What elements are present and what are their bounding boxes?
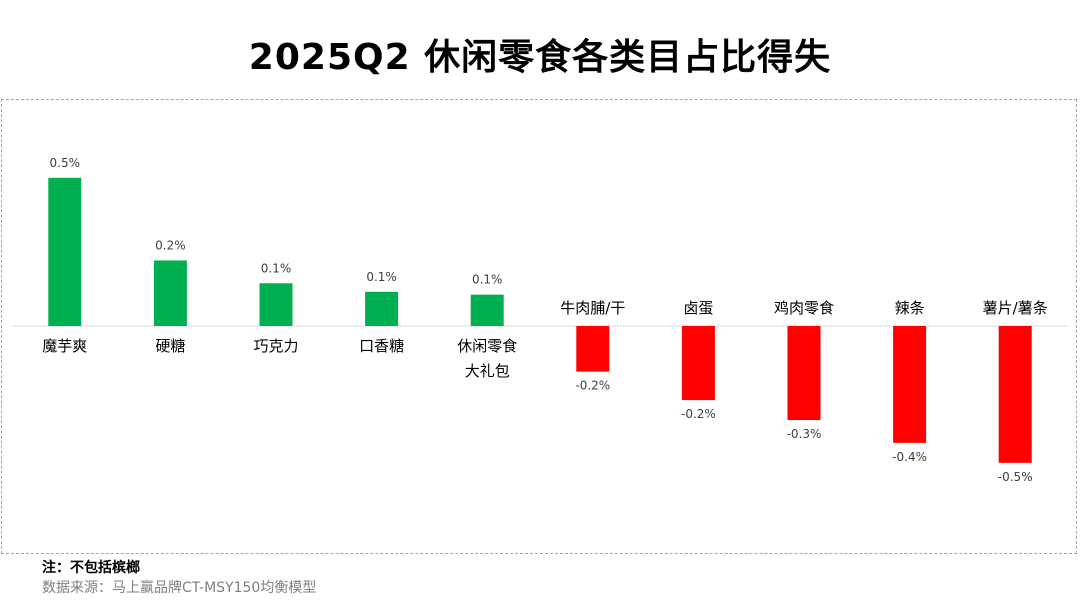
category-label: 牛肉脯/干: [560, 299, 625, 317]
bar: [681, 326, 715, 401]
category-label: 鸡肉零食: [774, 299, 834, 317]
bar: [787, 326, 821, 421]
category-label: 口香糖: [359, 337, 404, 355]
bar: [576, 326, 610, 372]
bar: [153, 260, 187, 326]
bar: [48, 177, 82, 326]
category-label: 大礼包: [465, 362, 510, 380]
data-label: 0.1%: [366, 270, 397, 284]
data-label: 0.1%: [472, 273, 503, 287]
chart-frame: [1, 99, 1077, 554]
category-label: 辣条: [895, 299, 925, 317]
data-label: 0.1%: [261, 261, 292, 275]
footnote: 注：不包括槟榔: [42, 560, 140, 576]
bar: [893, 326, 927, 443]
data-label: -0.2%: [681, 407, 716, 421]
category-label: 硬糖: [155, 337, 185, 355]
category-label: 巧克力: [253, 337, 298, 355]
chart-title: 2025Q2 休闲零食各类目占比得失: [248, 37, 832, 78]
data-label: -0.2%: [575, 379, 610, 393]
data-label: -0.3%: [787, 427, 822, 441]
data-source: 数据来源：马上赢品牌CT-MSY150均衡模型: [42, 580, 317, 596]
bar: [998, 326, 1032, 463]
bar: [259, 283, 293, 326]
data-label: 0.2%: [155, 238, 186, 252]
data-label: -0.4%: [892, 450, 927, 464]
category-label: 休闲零食: [457, 337, 517, 355]
data-label: 0.5%: [50, 156, 81, 170]
bar: [365, 291, 399, 326]
bar: [470, 294, 504, 326]
data-label: -0.5%: [998, 470, 1033, 484]
category-label: 薯片/薯条: [983, 299, 1048, 317]
category-label: 魔芋爽: [42, 337, 87, 355]
category-label: 卤蛋: [683, 299, 713, 317]
